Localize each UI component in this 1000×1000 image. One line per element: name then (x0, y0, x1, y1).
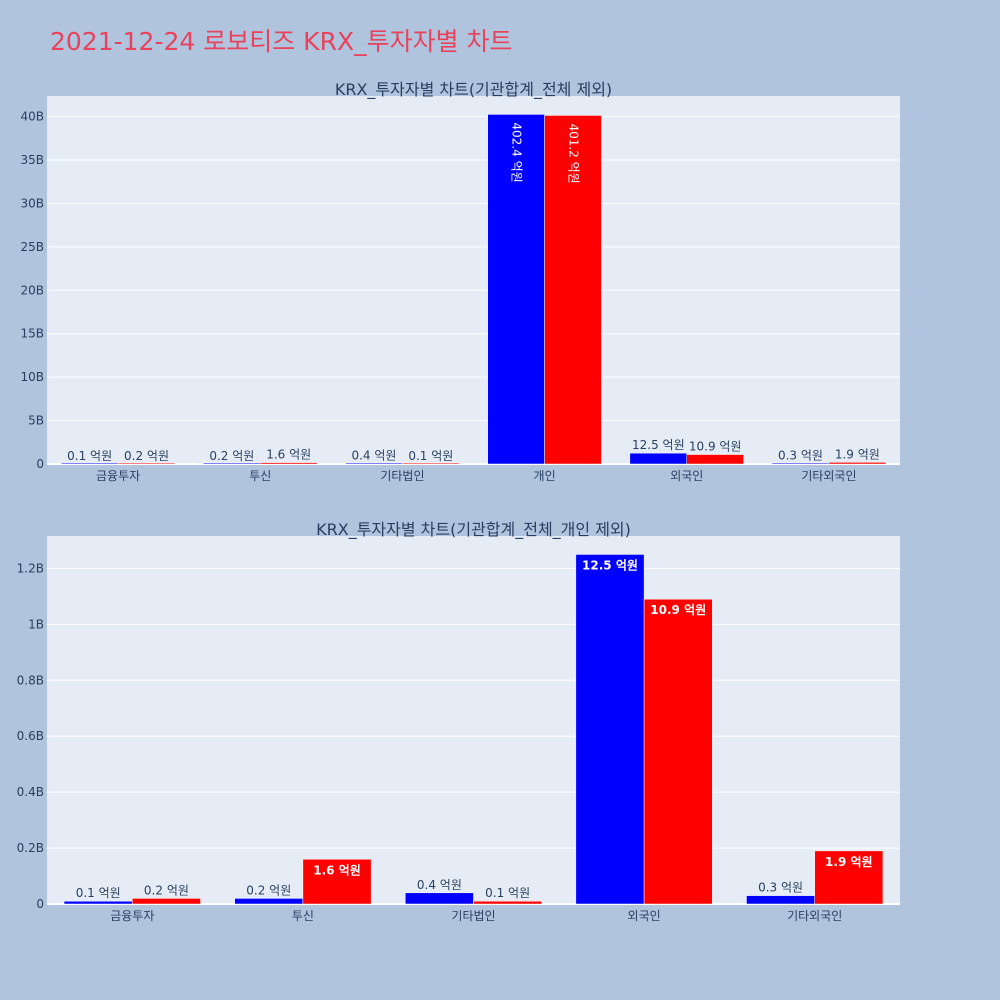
chart-title: KRX_투자자별 차트(기관합계_전체_개인 제외) (316, 520, 631, 540)
x-tick-label: 개인 (534, 469, 556, 483)
bar-series_b (117, 462, 176, 465)
data-label: 12.5 억원 (632, 438, 685, 452)
bar-series_a (405, 892, 474, 905)
bar-series_a (487, 114, 545, 465)
data-label: 0.2 억원 (209, 449, 254, 463)
bars (60, 114, 887, 465)
bar-series_b (643, 598, 713, 905)
y-tick-label: 10B (20, 370, 44, 384)
bar-series_a (746, 895, 815, 905)
y-tick-label: 0 (36, 897, 44, 911)
x-axis-ticks: 금융투자 투신 기타법인 외국인 기타외국인 (110, 909, 842, 923)
plot-background (47, 96, 900, 464)
chart-title: KRX_투자자별 차트(기관합계_전체 제외) (335, 80, 612, 100)
y-axis-ticks: 0 5B 10B 15B 20B 25B 30B 35B 40B (20, 110, 44, 471)
data-label: 0.1 억원 (408, 449, 453, 463)
x-tick-label: 금융투자 (110, 909, 154, 923)
data-label: 0.1 억원 (76, 886, 121, 900)
y-tick-label: 1.2B (17, 561, 44, 575)
x-tick-label: 기타외국인 (787, 909, 842, 923)
data-label: 10.9 억원 (689, 440, 742, 454)
x-axis-ticks: 금융투자 투신 기타법인 개인 외국인 기타외국인 (96, 469, 857, 483)
data-label: 0.3 억원 (778, 449, 823, 463)
y-tick-label: 0 (36, 457, 44, 471)
x-tick-label: 외국인 (628, 909, 661, 923)
bar-series_b (814, 850, 884, 905)
data-label: 0.1 억원 (67, 449, 112, 463)
y-tick-label: 5B (28, 414, 44, 428)
data-label: 12.5 억원 (582, 558, 638, 572)
data-label: 0.4 억원 (417, 878, 462, 892)
data-label: 401.2 억원 (567, 123, 581, 183)
bar-series_b (828, 462, 887, 465)
y-tick-label: 20B (20, 283, 44, 297)
data-label: 0.1 억원 (485, 886, 530, 900)
y-tick-label: 35B (20, 153, 44, 167)
y-tick-label: 25B (20, 240, 44, 254)
x-tick-label: 기타외국인 (801, 469, 856, 483)
bar-series_a (234, 898, 304, 905)
bar-series_a (771, 462, 830, 465)
page-title: 2021-12-24 로보티즈 KRX_투자자별 차트 (50, 27, 513, 56)
y-axis-ticks: 0 0.2B 0.4B 0.6B 0.8B 1B 1.2B (17, 561, 44, 911)
data-label: 0.2 억원 (144, 883, 189, 897)
bar-series_a (203, 462, 261, 465)
y-tick-label: 40B (20, 110, 44, 124)
chart-all-investors: KRX_투자자별 차트(기관합계_전체 제외) 0 5B 10B 15B 20B 25B 3… (20, 80, 900, 483)
y-tick-label: 0.4B (17, 785, 44, 799)
bar-series_a (63, 900, 133, 905)
x-tick-label: 기타법인 (451, 909, 495, 923)
y-tick-label: 0.2B (17, 841, 44, 855)
bar-series_b (132, 898, 201, 905)
data-label: 0.2 억원 (246, 883, 291, 897)
data-label: 1.9 억원 (835, 447, 880, 461)
y-tick-label: 15B (20, 327, 44, 341)
x-tick-label: 투신 (249, 469, 271, 483)
y-tick-label: 1B (28, 617, 44, 631)
x-tick-label: 금융투자 (96, 469, 140, 483)
bar-series_a (345, 462, 403, 465)
bar-series_b (686, 454, 744, 465)
bar-series_b (302, 859, 372, 905)
chart-excluding-individual: KRX_투자자별 차트(기관합계_전체_개인 제외) 0 0.2B 0.4B 0.6B… (17, 520, 900, 923)
data-label: 1.9 억원 (825, 855, 873, 869)
bars (63, 554, 884, 905)
data-label: 0.4 억원 (351, 449, 396, 463)
data-label: 0.3 억원 (758, 881, 803, 895)
data-label: 0.2 억원 (124, 449, 169, 463)
gridlines (47, 116, 900, 465)
y-tick-label: 0.8B (17, 673, 44, 687)
y-tick-label: 0.6B (17, 729, 44, 743)
bar-series_b (473, 900, 542, 905)
bar-series_b (402, 462, 460, 465)
y-tick-label: 30B (20, 196, 44, 210)
x-tick-label: 기타법인 (380, 469, 424, 483)
data-label: 1.6 억원 (266, 448, 311, 462)
x-tick-label: 투신 (292, 909, 314, 923)
data-label: 10.9 억원 (650, 603, 706, 617)
data-labels: 0.1 억원 0.2 억원 0.2 억원 1.6 억원 0.4 억원 0.1 억원 402.… (67, 122, 880, 462)
x-tick-label: 외국인 (670, 469, 703, 483)
bar-series_a (629, 452, 688, 465)
bar-series_a (60, 462, 119, 465)
plot-background (47, 536, 900, 904)
data-label: 1.6 억원 (313, 863, 361, 877)
data-label: 402.4 억원 (510, 122, 524, 182)
bar-series_b (260, 462, 318, 465)
bar-series_a (575, 554, 645, 905)
data-labels: 0.1 억원 0.2 억원 0.2 억원 1.6 억원 0.4 억원 0.1 억원 12.5… (76, 558, 873, 900)
bar-series_b (544, 115, 602, 465)
